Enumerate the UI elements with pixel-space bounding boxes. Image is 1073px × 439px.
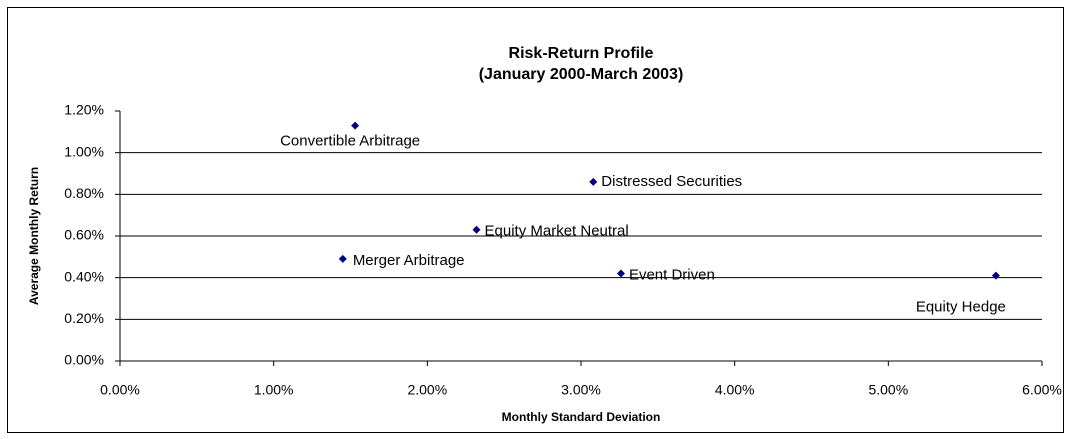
x-tick-label: 2.00%	[407, 382, 447, 398]
x-tick-label: 1.00%	[254, 382, 294, 398]
y-tick-label: 1.20%	[64, 102, 104, 118]
x-tick-label: 0.00%	[100, 382, 140, 398]
x-tick-label: 5.00%	[868, 382, 908, 398]
point	[991, 271, 1000, 280]
chart-subtitle: (January 2000-March 2003)	[479, 66, 684, 83]
y-tick-label: 0.80%	[64, 185, 104, 201]
y-tick-label: 1.00%	[64, 143, 104, 159]
point-label: Distressed Securities	[601, 173, 742, 190]
x-tick-label: 6.00%	[1022, 382, 1062, 398]
y-axis-label: Average Monthly Return	[27, 167, 41, 305]
point-label: Merger Arbitrage	[353, 252, 465, 269]
point-label: Equity Hedge	[916, 299, 1006, 316]
point	[338, 254, 347, 263]
point	[472, 225, 481, 234]
y-tick-label: 0.40%	[64, 268, 104, 284]
point-label: Event Driven	[629, 266, 715, 283]
point-label: Equity Market Neutral	[485, 223, 629, 240]
x-tick-label: 4.00%	[715, 382, 755, 398]
point	[616, 269, 625, 278]
y-tick-label: 0.20%	[64, 310, 104, 326]
x-axis-label: Monthly Standard Deviation	[502, 410, 661, 424]
point-label: Convertible Arbitrage	[280, 133, 420, 150]
x-tick-label: 3.00%	[561, 382, 601, 398]
y-tick-label: 0.00%	[64, 352, 104, 368]
chart-title: Risk-Return Profile	[509, 45, 654, 62]
point	[589, 177, 598, 186]
point	[351, 121, 360, 130]
chart-frame	[7, 7, 1064, 433]
y-tick-label: 0.60%	[64, 227, 104, 243]
